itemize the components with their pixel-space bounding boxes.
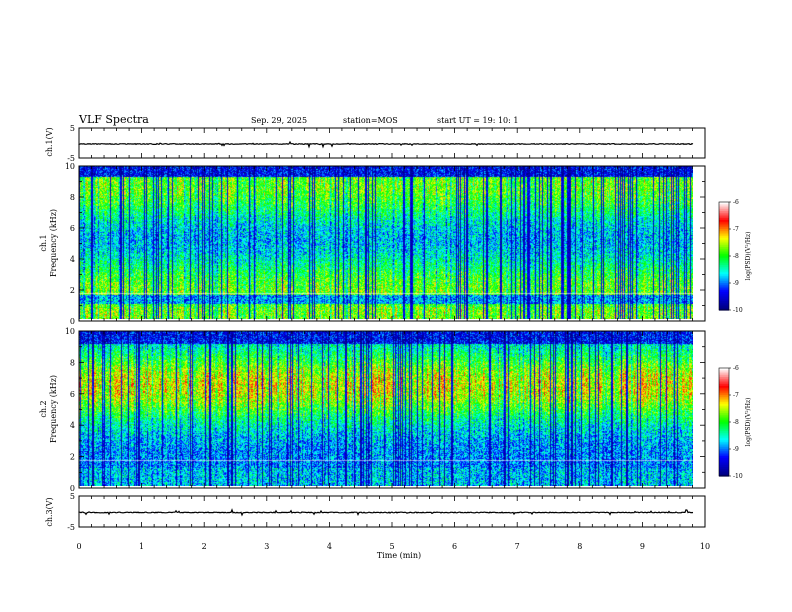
colorbar-tick: -6 — [733, 199, 739, 206]
panel1-ytick: 4 — [70, 255, 75, 264]
colorbar-tick: -9 — [733, 446, 739, 453]
ch1-spec-ylabel-line2: Frequency (kHz) — [49, 209, 58, 277]
ch2-colorbar: -6 -7 -8 -9 -10 log(PSD)(V²/Hz) — [718, 365, 752, 480]
ch1-ylabel: ch.1(V) — [45, 127, 54, 156]
ch2-spectrogram-image — [79, 331, 693, 486]
panel2-ytick: 6 — [70, 390, 75, 399]
x-tick-label: 8 — [577, 542, 582, 551]
ch1-spec-ylabel-line1: ch.1 — [39, 234, 48, 251]
ch1-waveform-panel — [78, 140, 694, 149]
ch3-waveform-panel — [78, 508, 694, 517]
ch2-spectrogram-panel — [79, 331, 693, 486]
date-label: Sep. 29, 2025 — [251, 116, 307, 125]
panel1-ytick: 8 — [70, 193, 75, 202]
colorbar-tick: -7 — [733, 226, 739, 233]
colorbar-tick: -7 — [733, 392, 739, 399]
x-tick-label: 10 — [700, 542, 710, 551]
x-tick-label: 5 — [389, 542, 394, 551]
panel2-ytick: 2 — [70, 453, 75, 462]
ch2-spec-ylabel-line2: Frequency (kHz) — [49, 375, 58, 443]
ch3-trace — [78, 508, 694, 517]
ch1-trace — [78, 140, 694, 149]
panel0-ytick: 5 — [70, 124, 75, 133]
ch2-spec-ylabel-line1: ch.2 — [39, 400, 48, 417]
colorbar-label: log(PSD)(V²/Hz) — [745, 232, 752, 281]
x-tick-label: 9 — [640, 542, 645, 551]
x-tick-label: 0 — [76, 542, 81, 551]
station-label: station=MOS — [343, 116, 398, 125]
colorbar-tick: -9 — [733, 280, 739, 287]
x-tick-label: 7 — [515, 542, 520, 551]
colorbar-tick: -8 — [733, 419, 739, 426]
panel1-ytick: 6 — [70, 224, 75, 233]
colorbar-tick: -6 — [733, 365, 739, 372]
start-time-label: start UT = 19: 10: 1 — [437, 116, 518, 125]
panel3-ytick: 5 — [70, 492, 75, 501]
figure-title: VLF Spectra — [78, 113, 149, 126]
panel2-ytick: 0 — [70, 484, 75, 493]
x-tick-label: 4 — [327, 542, 332, 551]
panel1-ytick: 10 — [65, 162, 75, 171]
ch1-colorbar: -6 -7 -8 -9 -10 log(PSD)(V²/Hz) — [718, 199, 752, 314]
colorbar-tick: -10 — [733, 307, 743, 314]
panel3-ytick: -5 — [67, 523, 75, 532]
x-axis-label: Time (min) — [377, 551, 421, 560]
x-tick-label: 2 — [202, 542, 207, 551]
x-tick-label: 3 — [264, 542, 269, 551]
panel2-ytick: 8 — [70, 358, 75, 367]
panel1-ytick: 2 — [70, 286, 75, 295]
ch1-spectrogram-panel — [79, 166, 693, 319]
ch3-ylabel: ch.3(V) — [45, 497, 54, 526]
panel0-ytick: -5 — [67, 154, 75, 163]
panel2-ytick: 4 — [70, 421, 75, 430]
colorbar-tick: -8 — [733, 253, 739, 260]
x-tick-label: 6 — [452, 542, 457, 551]
colorbar-tick: -10 — [733, 473, 743, 480]
ch1-spectrogram-image — [79, 166, 693, 319]
panel2-ytick: 10 — [65, 327, 75, 336]
colorbar-label: log(PSD)(V²/Hz) — [745, 398, 752, 447]
x-tick-label: 1 — [139, 542, 144, 551]
panel1-ytick: 0 — [70, 317, 75, 326]
